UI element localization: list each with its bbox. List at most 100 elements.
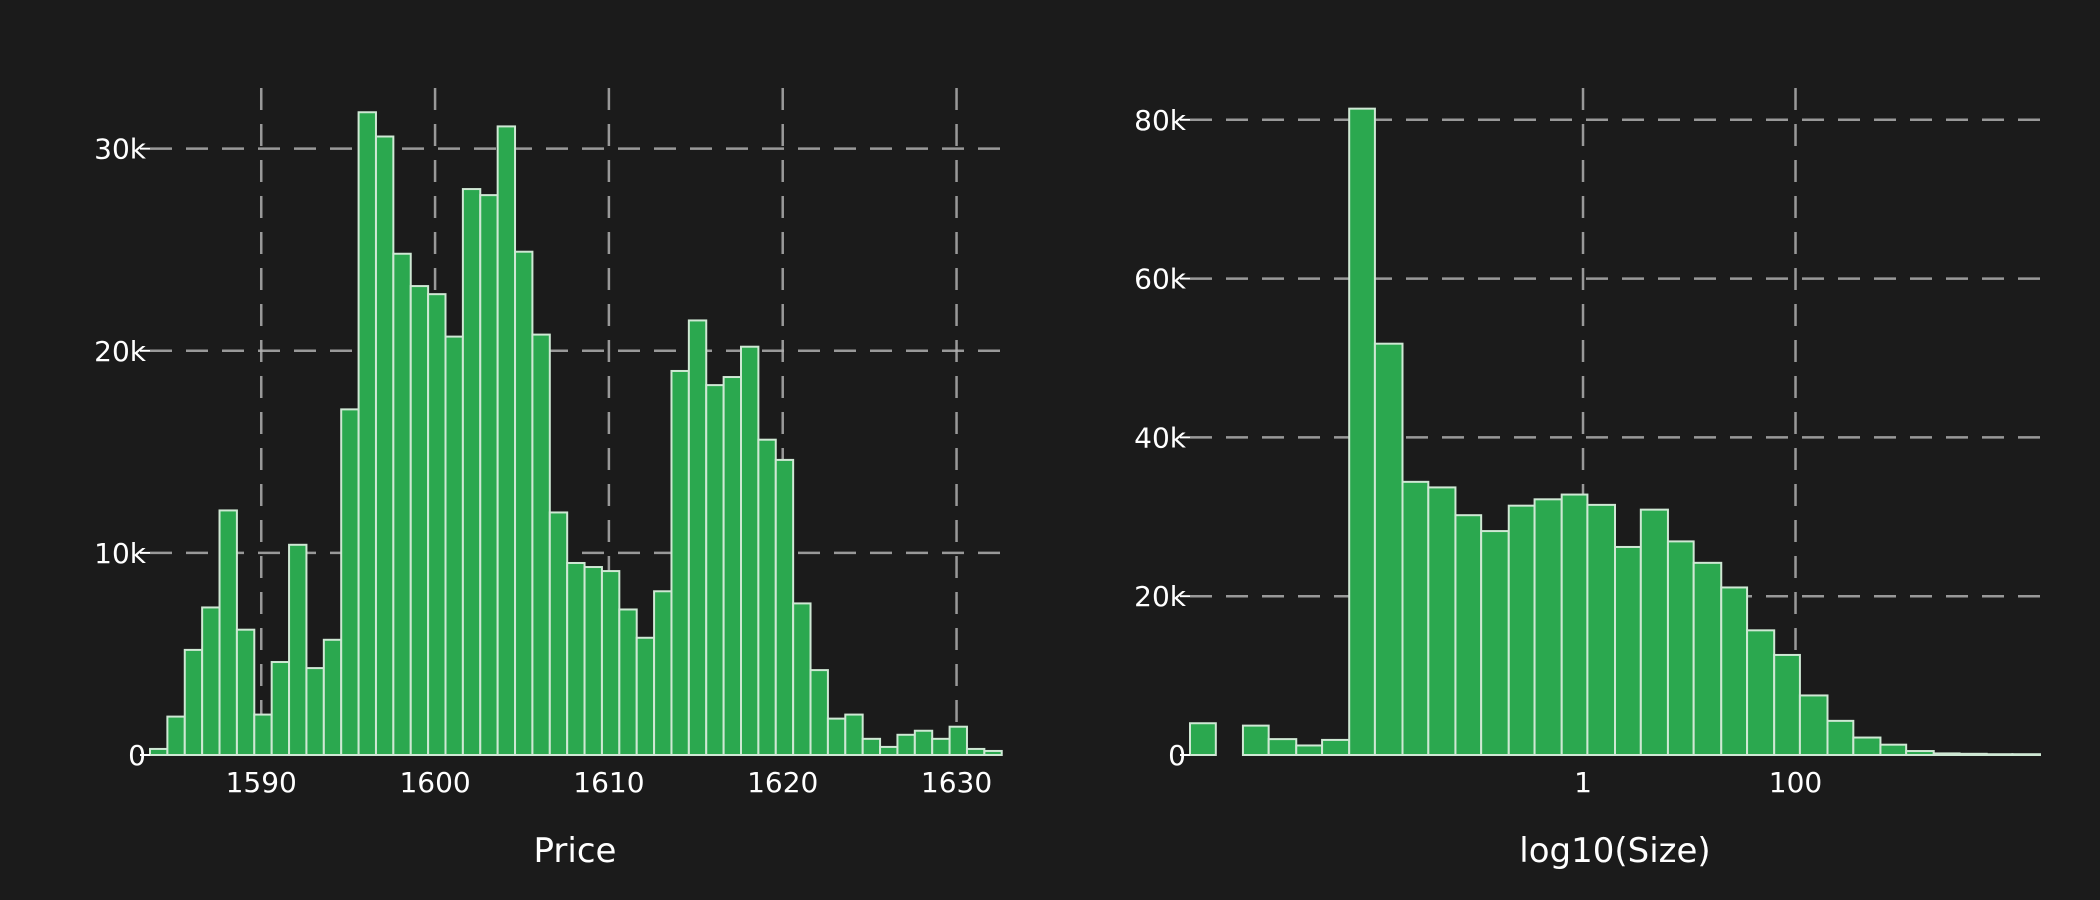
size-bar-19 (1720, 586, 1749, 756)
price-bar-17 (444, 335, 464, 756)
price-bar-28 (635, 636, 656, 757)
price-y-tick-label-1: 10k (94, 537, 147, 570)
size-bar-8 (1427, 486, 1457, 756)
price-bar-11 (340, 408, 360, 756)
size-x-tick-label-0: 1 (1574, 766, 1592, 799)
price-bar-37 (792, 602, 812, 757)
price-bar-6 (253, 713, 273, 756)
size-y-axis: 0 20k 40k 60k 80k (1134, 104, 1190, 772)
price-bar-13 (374, 135, 395, 756)
price-bar-41 (861, 737, 882, 757)
size-x-axis: 1 100 (1574, 766, 1822, 799)
size-bar-6 (1373, 342, 1404, 756)
size-y-tick-label-3: 60k (1134, 263, 1187, 296)
size-y-tick-label-4: 80k (1134, 104, 1187, 137)
size-y-tick-label-0: 0 (1168, 739, 1186, 772)
price-bar-39 (826, 717, 847, 756)
price-bar-24 (566, 561, 586, 757)
price-bar-4 (218, 509, 238, 756)
price-bar-33 (722, 376, 743, 756)
size-bar-18 (1692, 561, 1723, 756)
price-bar-46 (948, 725, 968, 756)
size-x-tick-label-1: 100 (1769, 766, 1822, 799)
price-bar-20 (496, 125, 517, 757)
price-bar-22 (531, 333, 551, 756)
price-bar-35 (757, 438, 777, 756)
price-bar-34 (740, 345, 760, 756)
size-bar-5 (1348, 107, 1376, 756)
price-bar-5 (235, 628, 256, 757)
size-bars (1189, 107, 2042, 757)
size-bar-29 (1985, 753, 2014, 756)
price-x-tick-label-4: 1630 (921, 766, 992, 799)
price-bar-23 (548, 511, 569, 756)
size-bar-2 (1267, 738, 1298, 756)
price-bar-30 (670, 369, 690, 756)
price-x-tick-label-0: 1590 (226, 766, 297, 799)
price-y-tick-label-3: 30k (94, 133, 147, 166)
size-bar-27 (1932, 752, 1961, 757)
price-bar-0 (149, 747, 169, 756)
price-bar-2 (183, 648, 204, 756)
size-bar-23 (1826, 719, 1855, 757)
size-bar-7 (1401, 480, 1430, 756)
price-bar-32 (705, 384, 725, 756)
size-bar-28 (1958, 752, 1988, 756)
price-bar-38 (809, 669, 829, 756)
price-x-tick-label-1: 1600 (399, 766, 470, 799)
size-bar-14 (1586, 503, 1617, 756)
size-bar-1 (1241, 724, 1270, 757)
size-bar-4 (1321, 738, 1351, 756)
size-bar-3 (1295, 744, 1324, 757)
price-x-axis: 1590 1600 1610 1620 1630 (226, 766, 993, 799)
size-bar-17 (1666, 540, 1695, 756)
price-bar-42 (879, 745, 899, 757)
size-bar-11 (1507, 504, 1536, 756)
price-bars (149, 111, 1003, 757)
price-bar-31 (687, 319, 708, 756)
size-histogram: 0 20k 40k 60k 80k 1 100 log10(Size) (1134, 88, 2042, 871)
price-bar-1 (166, 715, 186, 757)
price-bar-14 (392, 252, 412, 757)
size-y-tick-label-1: 20k (1134, 580, 1187, 613)
price-bar-45 (931, 737, 951, 757)
price-x-tick-label-3: 1620 (747, 766, 818, 799)
size-bar-12 (1533, 498, 1563, 757)
size-bar-26 (1905, 750, 1935, 757)
price-bar-3 (201, 606, 221, 757)
size-bar-25 (1879, 743, 1908, 756)
size-bar-16 (1639, 508, 1669, 756)
price-bar-8 (288, 543, 308, 756)
price-y-tick-label-2: 20k (94, 335, 147, 368)
price-x-tick-label-2: 1610 (573, 766, 644, 799)
size-bar-20 (1746, 629, 1776, 757)
price-bar-18 (461, 188, 482, 756)
price-bar-10 (322, 638, 343, 756)
price-bar-26 (600, 570, 621, 756)
size-bar-13 (1560, 493, 1589, 756)
price-bar-29 (653, 590, 673, 756)
price-bar-44 (913, 729, 934, 757)
size-y-tick-label-2: 40k (1134, 421, 1187, 454)
size-bar-21 (1773, 653, 1801, 757)
price-histogram: 0 10k 20k 30k 1590 1600 1610 1620 1630 Price (94, 88, 1003, 871)
price-bar-21 (514, 250, 534, 757)
price-bar-43 (896, 733, 916, 757)
price-bar-7 (270, 661, 291, 756)
size-bar-10 (1480, 530, 1510, 756)
price-bar-36 (774, 458, 795, 756)
price-bar-19 (479, 194, 499, 756)
size-bar-15 (1614, 545, 1642, 757)
price-y-tick-label-0: 0 (128, 739, 146, 772)
price-y-axis: 0 10k 20k 30k (94, 133, 150, 772)
size-bar-30 (2011, 753, 2042, 756)
size-x-axis-title: log10(Size) (1519, 831, 1710, 871)
size-bar-9 (1454, 514, 1483, 757)
price-bar-40 (844, 713, 864, 756)
size-bar-24 (1852, 736, 1882, 756)
price-bar-9 (305, 667, 325, 757)
price-bar-12 (357, 111, 377, 757)
price-bar-47 (965, 747, 986, 756)
price-bar-27 (618, 608, 638, 756)
